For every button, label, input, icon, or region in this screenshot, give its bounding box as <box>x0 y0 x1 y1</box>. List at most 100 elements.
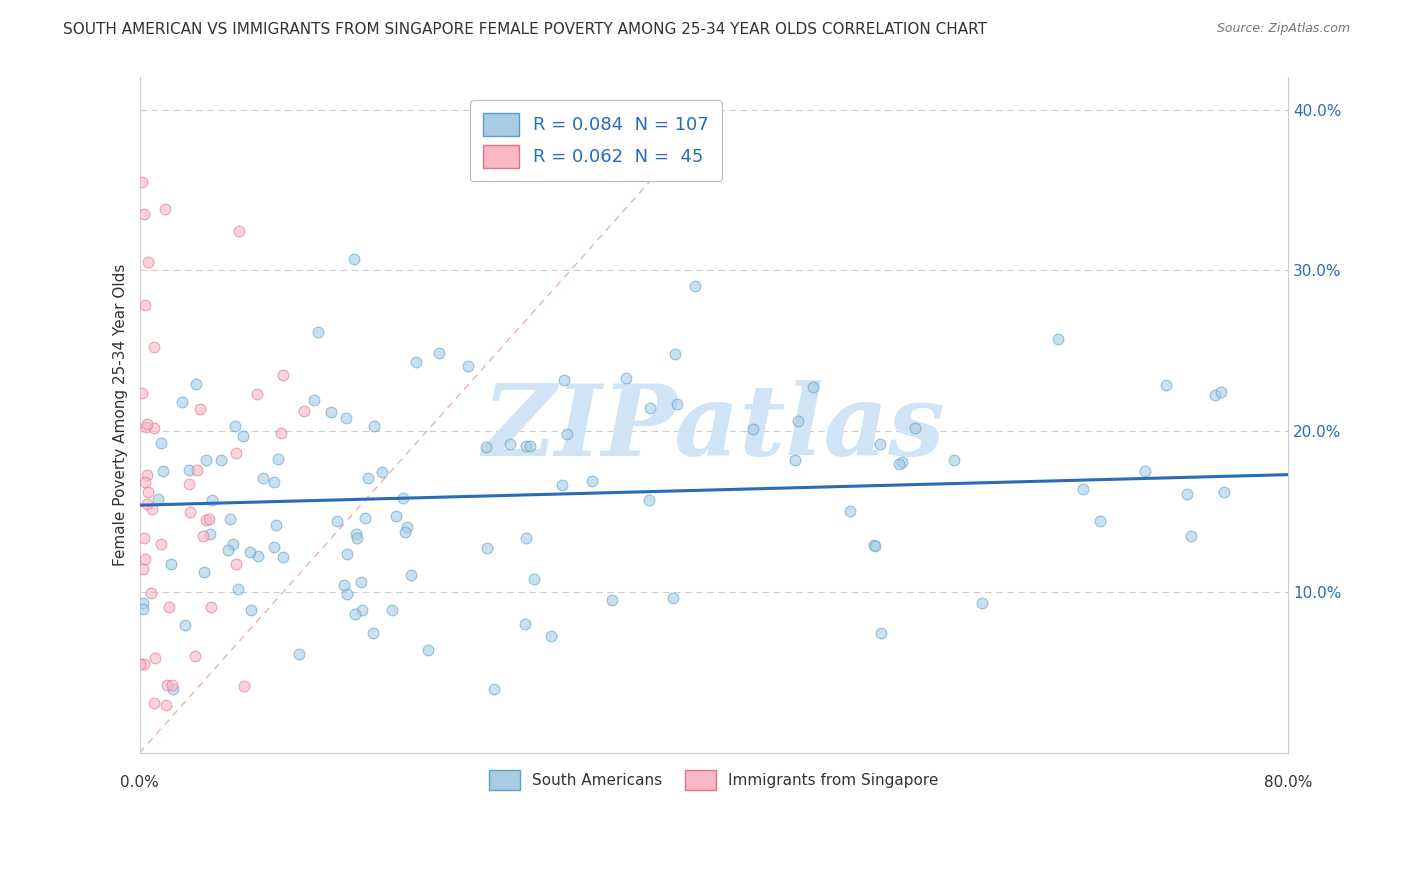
Point <box>381 603 404 617</box>
Point <box>457 359 479 374</box>
Point <box>134 551 156 566</box>
Point <box>661 591 683 605</box>
Point <box>263 541 285 555</box>
Point <box>363 419 385 434</box>
Text: 80.0%: 80.0% <box>1264 775 1313 790</box>
Point <box>186 463 208 477</box>
Point <box>232 428 254 442</box>
Point <box>352 603 374 617</box>
Point <box>385 508 408 523</box>
Point <box>839 504 862 518</box>
Point <box>150 537 173 551</box>
Point <box>475 541 498 555</box>
Point <box>271 368 294 382</box>
Point <box>267 452 290 467</box>
Point <box>252 470 274 484</box>
Point <box>1211 385 1233 400</box>
Point <box>343 252 366 267</box>
Point <box>193 566 215 580</box>
Point <box>361 625 384 640</box>
Point <box>972 596 994 610</box>
Point <box>551 478 574 492</box>
Point <box>134 475 156 489</box>
Point <box>333 577 356 591</box>
Point <box>344 527 367 541</box>
Point <box>142 421 165 435</box>
Point <box>194 453 217 467</box>
Point <box>228 224 250 238</box>
Point <box>143 697 166 711</box>
Point <box>143 341 166 355</box>
Point <box>160 678 183 692</box>
Point <box>336 587 359 601</box>
Point <box>198 527 221 541</box>
Point <box>664 347 686 361</box>
Point <box>218 511 240 525</box>
Point <box>637 492 659 507</box>
Legend: South Americans, Immigrants from Singapore: South Americans, Immigrants from Singapo… <box>484 764 945 796</box>
Point <box>602 592 624 607</box>
Point <box>1180 529 1202 543</box>
Point <box>614 371 637 385</box>
Point <box>239 603 262 617</box>
Point <box>273 550 295 565</box>
Point <box>159 557 181 571</box>
Point <box>170 395 193 409</box>
Point <box>246 387 269 401</box>
Point <box>247 549 270 564</box>
Point <box>233 679 256 693</box>
Point <box>741 422 763 436</box>
Point <box>224 419 246 434</box>
Point <box>863 538 886 552</box>
Point <box>225 558 247 572</box>
Point <box>416 643 439 657</box>
Point <box>141 586 163 600</box>
Point <box>1046 332 1069 346</box>
Point <box>184 376 207 391</box>
Point <box>141 502 163 516</box>
Point <box>336 547 359 561</box>
Point <box>1071 482 1094 496</box>
Point <box>581 475 603 489</box>
Point <box>319 405 342 419</box>
Point <box>132 207 155 221</box>
Point <box>304 393 326 408</box>
Point <box>225 446 247 460</box>
Point <box>783 453 806 467</box>
Point <box>482 681 505 696</box>
Point <box>239 545 262 559</box>
Point <box>198 511 221 525</box>
Point <box>1133 464 1156 478</box>
Point <box>209 453 232 467</box>
Point <box>515 439 537 453</box>
Point <box>903 421 925 435</box>
Point <box>194 513 217 527</box>
Point <box>498 437 520 451</box>
Point <box>683 279 706 293</box>
Point <box>666 397 689 411</box>
Point <box>474 440 496 454</box>
Point <box>1154 378 1177 392</box>
Point <box>132 562 155 576</box>
Point <box>222 537 245 551</box>
Point <box>217 542 239 557</box>
Point <box>786 413 808 427</box>
Point <box>136 485 159 500</box>
Point <box>200 493 222 508</box>
Point <box>371 466 394 480</box>
Point <box>132 657 155 672</box>
Y-axis label: Female Poverty Among 25-34 Year Olds: Female Poverty Among 25-34 Year Olds <box>114 264 128 566</box>
Point <box>394 524 416 539</box>
Point <box>1090 514 1112 528</box>
Point <box>179 463 201 477</box>
Point <box>350 575 373 590</box>
Point <box>399 568 422 582</box>
Point <box>264 517 287 532</box>
Point <box>335 410 357 425</box>
Point <box>153 202 176 216</box>
Point <box>263 475 285 490</box>
Point <box>890 455 912 469</box>
Point <box>326 514 349 528</box>
Point <box>887 457 910 471</box>
Point <box>513 617 536 632</box>
